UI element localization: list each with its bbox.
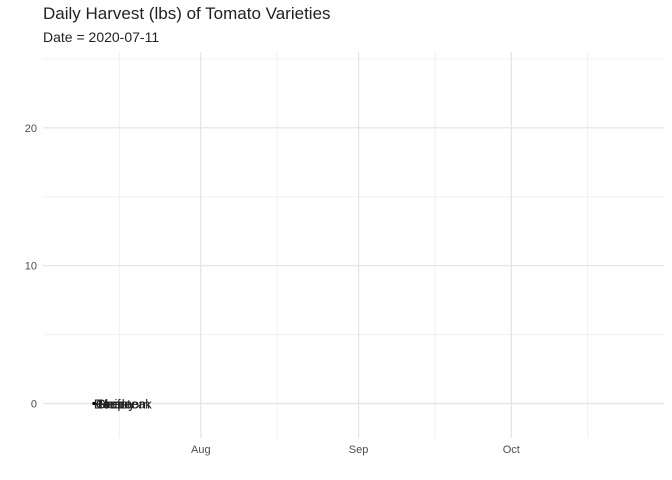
y-tick-label: 20 xyxy=(25,123,37,135)
x-tick-label: Sep xyxy=(349,444,369,456)
series-label: Roma xyxy=(94,397,129,412)
series-label: Cherry xyxy=(96,397,136,412)
x-tick-label: Aug xyxy=(191,444,211,456)
series-point xyxy=(92,402,96,406)
chart-title: Daily Harvest (lbs) of Tomato Varieties xyxy=(43,4,331,23)
y-tick-label: 10 xyxy=(25,261,37,273)
x-tick-label: Oct xyxy=(503,444,520,456)
series-label: Grape xyxy=(96,397,132,412)
chart-subtitle: Date = 2020-07-11 xyxy=(43,29,160,45)
series-label: Heirloom xyxy=(98,397,150,412)
y-tick-label: 0 xyxy=(31,399,37,411)
series-label: Beefsteak xyxy=(94,397,152,412)
